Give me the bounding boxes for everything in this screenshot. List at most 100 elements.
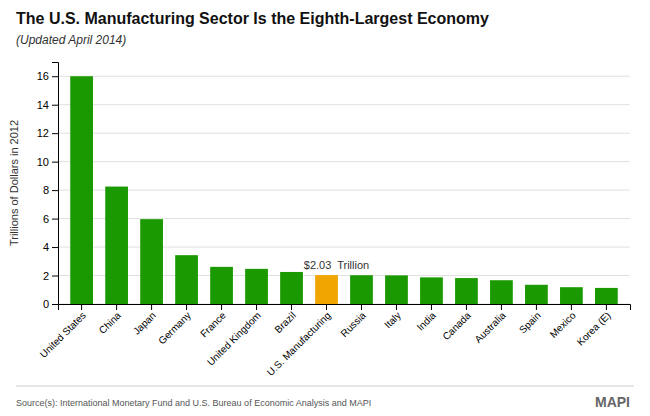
bar (560, 287, 583, 304)
bar (70, 76, 93, 304)
bar (490, 280, 513, 304)
subtitle: (Updated April 2014) (16, 33, 126, 47)
bar (315, 275, 338, 304)
y-tick-mark (52, 105, 58, 106)
y-tick: 10 (37, 156, 58, 168)
x-tick: Russia (338, 304, 368, 339)
grid-line (58, 218, 630, 219)
bar (595, 288, 618, 304)
x-tick-mark (326, 304, 327, 310)
bar (105, 187, 128, 304)
x-tick-mark (81, 304, 82, 310)
x-tick-mark (571, 304, 572, 310)
bar (420, 277, 443, 304)
x-axis: United States China JapanGermanyFranceUnit… (38, 304, 631, 378)
x-tick-mark (116, 304, 117, 310)
y-axis: 0 2 4 6 8 10 12 14 16 (37, 63, 59, 311)
bar (245, 269, 268, 304)
y-label: Trillions of Dollars in 2012 (8, 120, 20, 246)
y-tick-label: 4 (43, 241, 49, 253)
y-tick-label: 14 (37, 99, 49, 111)
plot: 0 2 4 6 8 10 12 14 16 United States China JapanGerm… (8, 63, 631, 378)
x-tick-label: Brazil (272, 310, 297, 335)
x-tick: Brazil (272, 304, 297, 335)
y-tick-mark (52, 276, 58, 277)
x-tick: Australia (473, 304, 509, 345)
y-tick-label: 8 (43, 184, 49, 196)
x-tick-label: China (97, 309, 124, 336)
y-tick: 2 (43, 270, 58, 282)
x-tick-mark (291, 304, 292, 310)
x-tick-mark (501, 304, 502, 310)
grid-line (58, 190, 630, 191)
x-tick: Italy (382, 304, 403, 330)
source: Source(s): International Monetary Fund a… (16, 398, 371, 408)
y-tick-label: 16 (37, 70, 49, 82)
y-tick: 6 (43, 213, 58, 225)
x-tick-label: Germany (156, 310, 193, 347)
title: The U.S. Manufacturing Sector Is the Eig… (16, 10, 489, 27)
x-tick: Japan (131, 304, 158, 337)
x-tick-label: Japan (131, 310, 158, 337)
x-tick-mark (256, 304, 257, 310)
x-tick-mark (151, 304, 152, 310)
x-tick-label: France (198, 309, 228, 339)
x-tick: United Kingdom (205, 304, 263, 368)
y-tick-mark (52, 133, 58, 134)
x-tick-mark (221, 304, 222, 310)
x-tick: United States (38, 304, 88, 360)
bar (280, 272, 303, 304)
x-tick-label: Italy (382, 310, 403, 331)
bars (70, 76, 618, 304)
x-tick-label: Russia (338, 309, 368, 339)
x-tick: China (97, 304, 124, 336)
x-tick: Canada (440, 304, 473, 342)
x-tick-label: United Kingdom (205, 310, 263, 368)
y-tick: 14 (37, 99, 58, 111)
x-tick: Spain (517, 304, 543, 336)
x-tick-mark (431, 304, 432, 310)
logo-text: MAPI (595, 394, 630, 410)
y-tick-mark (52, 247, 58, 248)
x-tick: Korea (E) (575, 304, 613, 348)
y-tick-mark (52, 162, 58, 163)
bar (175, 255, 198, 304)
y-tick: 0 (43, 298, 58, 310)
grid-line (58, 76, 630, 77)
x-tick-mark (396, 304, 397, 310)
y-tick-mark (52, 190, 58, 191)
bar (210, 267, 233, 304)
y-tick: 4 (43, 241, 58, 253)
annotation: $2.03 Trillion (304, 259, 369, 271)
x-tick: India (415, 304, 438, 333)
x-tick-label: Canada (440, 309, 473, 342)
chart: The U.S. Manufacturing Sector Is the Eig… (0, 0, 650, 416)
y-tick: 8 (43, 184, 58, 196)
separator (16, 386, 634, 387)
bar (525, 285, 548, 304)
grid (58, 76, 630, 304)
x-tick-label: India (415, 309, 438, 332)
x-tick-mark (186, 304, 187, 310)
x-tick-mark (606, 304, 607, 310)
x-tick-label: Australia (473, 309, 509, 345)
y-tick-label: 6 (43, 213, 49, 225)
x-tick-label: United States (38, 310, 88, 360)
x-tick-mark (466, 304, 467, 310)
y-tick-label: 12 (37, 127, 49, 139)
x-tick-label: Spain (517, 310, 543, 336)
x-tick-label: Mexico (548, 309, 578, 339)
grid-line (58, 104, 630, 105)
x-tick-mark (361, 304, 362, 310)
x-tick-label: U.S. Manufacturing (265, 310, 333, 378)
y-tick-mark (52, 76, 58, 77)
x-tick-mark (536, 304, 537, 310)
y-tick-label: 10 (37, 156, 49, 168)
y-tick-label: 2 (43, 270, 49, 282)
bar (350, 275, 373, 304)
y-tick-label: 0 (43, 298, 49, 310)
grid-line (58, 133, 630, 134)
y-tick: 16 (37, 70, 58, 82)
x-tick: Germany (156, 304, 193, 347)
x-tick: U.S. Manufacturing (265, 304, 333, 378)
